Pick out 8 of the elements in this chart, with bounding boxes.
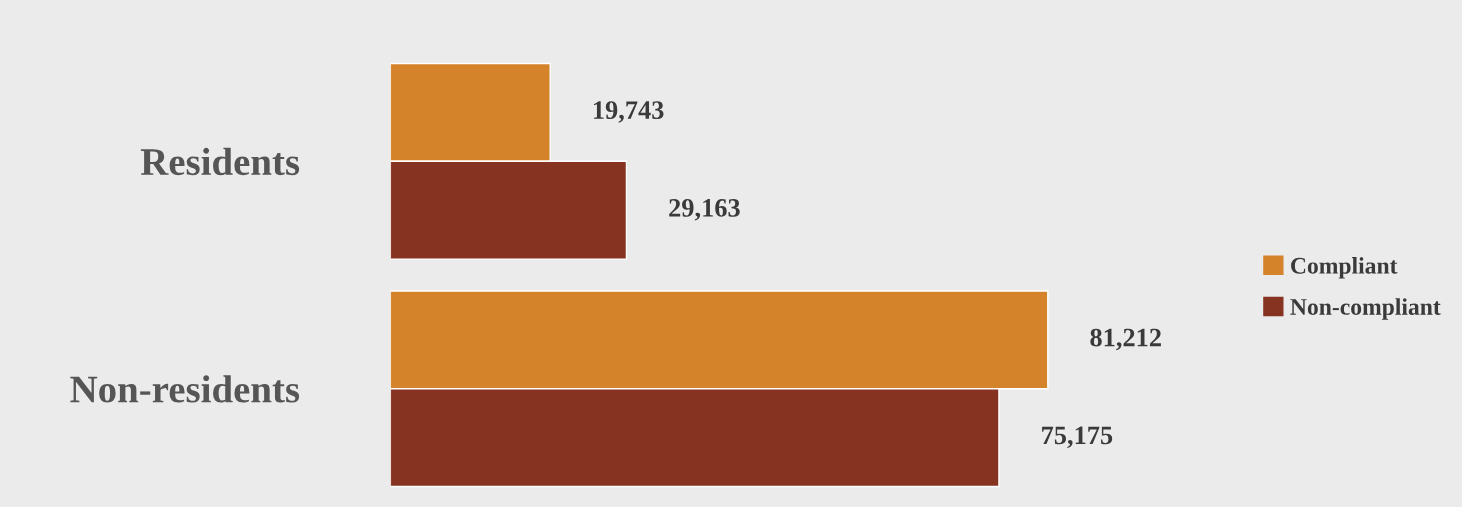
legend-label: Compliant bbox=[1291, 257, 1398, 279]
data-label: 29,163 bbox=[669, 199, 740, 221]
y-tick-label: Residents bbox=[140, 147, 300, 176]
data-label: 75,175 bbox=[1042, 426, 1113, 449]
data-label: 81,212 bbox=[1090, 328, 1161, 351]
legend-label: Non-compliant bbox=[1290, 298, 1441, 320]
data-label: 19,743 bbox=[593, 101, 664, 123]
y-tick-label: Non-residents bbox=[70, 375, 300, 403]
